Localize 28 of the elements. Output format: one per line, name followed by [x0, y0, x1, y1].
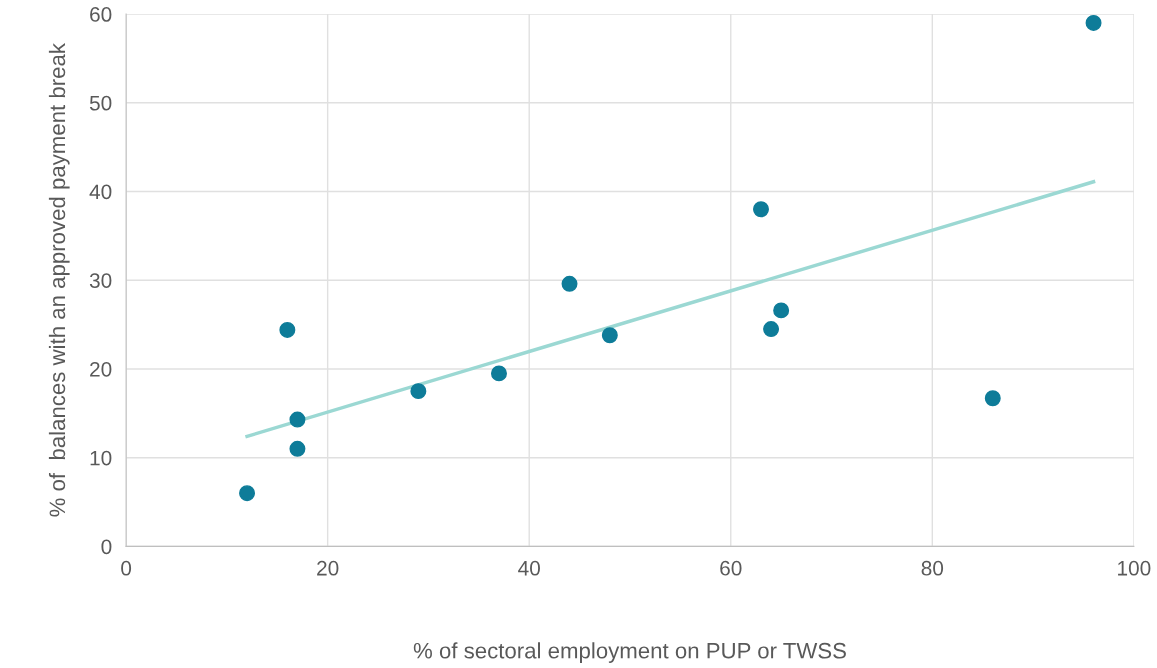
- point: [561, 275, 578, 292]
- point: [239, 485, 256, 502]
- point: [410, 383, 427, 400]
- y-tick-label: 20: [90, 361, 112, 377]
- point: [601, 327, 618, 344]
- point: [753, 201, 769, 218]
- point: [984, 390, 1001, 407]
- y-tick-label: 30: [89, 273, 112, 288]
- y-tick-label: 50: [89, 95, 112, 111]
- y-tick-label: 40: [89, 184, 112, 200]
- x-tick-label: 100: [1118, 560, 1151, 576]
- point: [1085, 14, 1102, 31]
- x-tick-label: 20: [317, 560, 339, 576]
- point: [279, 321, 296, 338]
- y-tick-label: 60: [90, 7, 112, 22]
- point: [289, 440, 306, 457]
- x-tick-label: 80: [921, 560, 944, 576]
- y-tick-label: 0: [101, 539, 112, 555]
- point: [773, 302, 790, 319]
- x-tick-label: 40: [518, 560, 540, 576]
- x-tick-label: 60: [720, 560, 742, 576]
- y-tick-label: 10: [90, 450, 112, 466]
- y-axis-title: % of balances with an approved payment break: [48, 43, 70, 517]
- point: [491, 365, 507, 382]
- x-tick-label: 0: [121, 560, 132, 576]
- x-axis-title: % of sectoral employment on PUP or TWSS: [413, 642, 846, 663]
- point: [289, 411, 306, 428]
- point: [763, 321, 780, 338]
